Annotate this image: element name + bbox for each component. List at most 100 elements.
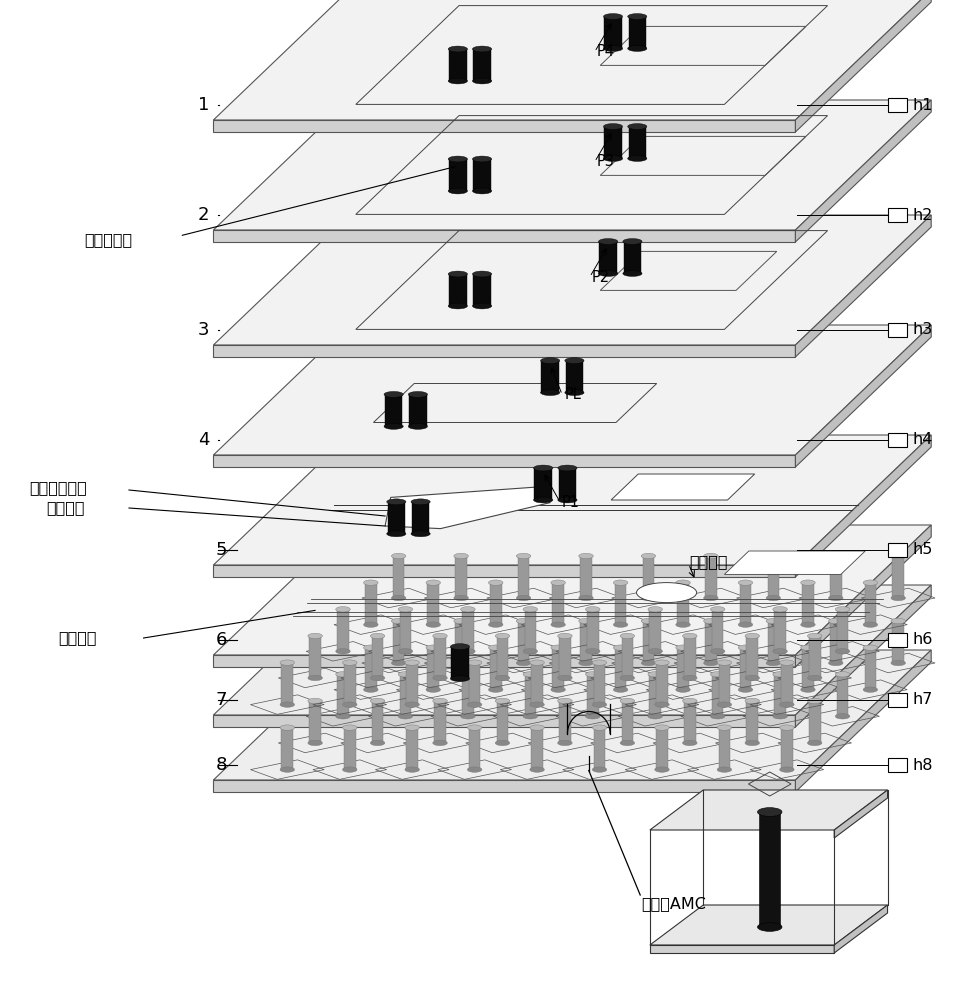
Polygon shape	[649, 790, 887, 830]
Polygon shape	[406, 663, 418, 705]
Ellipse shape	[342, 767, 357, 772]
Polygon shape	[676, 583, 688, 625]
Ellipse shape	[682, 675, 697, 681]
Text: 3: 3	[198, 321, 209, 339]
Polygon shape	[724, 551, 864, 574]
Ellipse shape	[411, 499, 430, 505]
Ellipse shape	[682, 633, 697, 639]
Ellipse shape	[425, 622, 440, 627]
Ellipse shape	[828, 595, 842, 601]
Polygon shape	[795, 650, 930, 792]
Ellipse shape	[647, 649, 662, 654]
Text: 4: 4	[198, 431, 209, 449]
Ellipse shape	[592, 702, 607, 707]
Ellipse shape	[432, 675, 447, 681]
Polygon shape	[344, 663, 356, 705]
Polygon shape	[718, 663, 730, 705]
Polygon shape	[614, 583, 626, 625]
Polygon shape	[468, 663, 480, 705]
Text: 蕃菇型AMC: 蕃菇型AMC	[641, 896, 705, 912]
Polygon shape	[517, 621, 529, 663]
Polygon shape	[461, 674, 473, 716]
Ellipse shape	[622, 271, 641, 276]
Ellipse shape	[737, 622, 752, 627]
Polygon shape	[655, 728, 667, 770]
Polygon shape	[863, 648, 875, 690]
Polygon shape	[593, 663, 605, 705]
Ellipse shape	[675, 687, 690, 692]
Ellipse shape	[342, 660, 357, 665]
Ellipse shape	[335, 672, 350, 677]
Polygon shape	[558, 636, 570, 678]
Bar	[887, 208, 906, 222]
Ellipse shape	[890, 618, 904, 624]
Ellipse shape	[460, 649, 475, 654]
Ellipse shape	[448, 271, 467, 277]
Polygon shape	[836, 609, 848, 651]
Ellipse shape	[703, 618, 717, 624]
Polygon shape	[399, 674, 411, 716]
Ellipse shape	[592, 660, 607, 665]
Ellipse shape	[370, 675, 385, 681]
Polygon shape	[795, 325, 930, 467]
Ellipse shape	[675, 622, 690, 627]
Ellipse shape	[522, 607, 537, 612]
Text: 7: 7	[215, 691, 227, 709]
Ellipse shape	[627, 124, 646, 129]
Ellipse shape	[779, 725, 794, 730]
Polygon shape	[531, 663, 543, 705]
Ellipse shape	[533, 465, 552, 471]
Polygon shape	[623, 241, 641, 273]
Polygon shape	[739, 648, 751, 690]
Text: h8: h8	[912, 758, 932, 772]
Polygon shape	[434, 701, 446, 743]
Ellipse shape	[806, 633, 821, 639]
Polygon shape	[524, 674, 536, 716]
Polygon shape	[676, 648, 688, 690]
Polygon shape	[551, 648, 563, 690]
Ellipse shape	[647, 607, 662, 612]
Ellipse shape	[391, 553, 405, 559]
Ellipse shape	[619, 675, 634, 681]
Polygon shape	[371, 701, 383, 743]
Polygon shape	[344, 728, 356, 770]
Ellipse shape	[772, 607, 787, 612]
Polygon shape	[371, 636, 383, 678]
Polygon shape	[364, 583, 376, 625]
Ellipse shape	[585, 672, 600, 677]
Polygon shape	[586, 674, 598, 716]
Ellipse shape	[612, 580, 627, 585]
Polygon shape	[213, 230, 795, 242]
Ellipse shape	[307, 675, 322, 681]
Ellipse shape	[280, 660, 295, 665]
Ellipse shape	[453, 595, 468, 601]
Ellipse shape	[641, 618, 655, 624]
Ellipse shape	[425, 580, 440, 585]
Ellipse shape	[432, 633, 447, 639]
Polygon shape	[337, 609, 349, 651]
Ellipse shape	[397, 672, 412, 677]
Polygon shape	[648, 609, 660, 651]
Ellipse shape	[766, 660, 780, 666]
Ellipse shape	[603, 124, 622, 129]
Polygon shape	[795, 100, 930, 242]
Ellipse shape	[460, 607, 475, 612]
Ellipse shape	[472, 156, 491, 162]
Text: 金属化通孔: 金属化通孔	[84, 232, 133, 247]
Polygon shape	[795, 0, 930, 132]
Polygon shape	[718, 728, 730, 770]
Text: 1: 1	[198, 96, 209, 114]
Ellipse shape	[495, 675, 510, 681]
Ellipse shape	[516, 660, 530, 666]
Polygon shape	[454, 556, 466, 598]
Ellipse shape	[612, 687, 627, 692]
Ellipse shape	[450, 644, 469, 650]
Ellipse shape	[716, 702, 731, 707]
Bar	[887, 633, 906, 647]
Polygon shape	[766, 556, 778, 598]
Ellipse shape	[862, 645, 877, 650]
Polygon shape	[213, 345, 795, 357]
Ellipse shape	[654, 725, 669, 730]
Ellipse shape	[806, 675, 821, 681]
Ellipse shape	[397, 714, 412, 719]
